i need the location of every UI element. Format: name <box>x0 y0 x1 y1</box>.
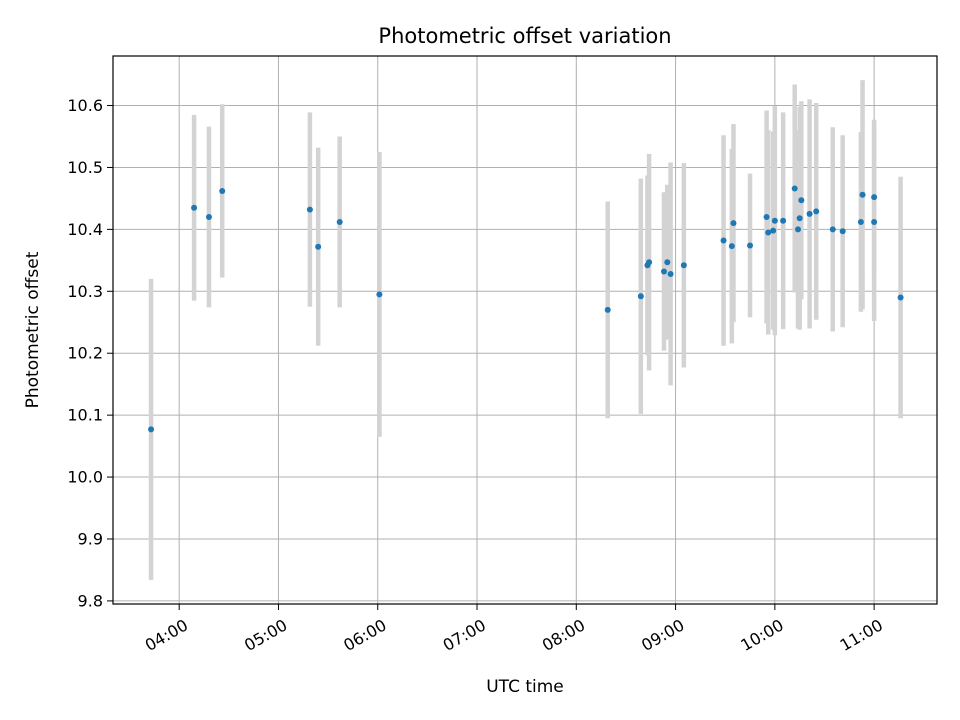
y-tick-label: 10.2 <box>67 344 103 363</box>
data-point <box>871 194 878 201</box>
data-point <box>795 226 802 233</box>
data-point <box>376 291 383 298</box>
data-point <box>813 208 820 215</box>
data-point <box>336 218 343 225</box>
data-point <box>680 262 687 269</box>
y-axis: 9.8 9.9 10.0 10.1 10.2 10.3 10.4 10.5 10.6 <box>67 96 113 610</box>
data-point <box>219 187 226 194</box>
y-tick-label: 10.0 <box>67 468 103 487</box>
data-point <box>857 218 864 225</box>
data-point <box>660 268 667 275</box>
data-point <box>191 204 198 211</box>
x-axis-label: UTC time <box>486 677 564 697</box>
data-point <box>747 242 754 249</box>
data-point <box>765 229 772 236</box>
data-point <box>839 228 846 235</box>
data-point <box>897 294 904 301</box>
data-point <box>205 213 212 220</box>
y-tick-label: 10.1 <box>67 406 103 425</box>
data-point <box>770 227 777 234</box>
data-point <box>664 259 671 266</box>
data-point <box>798 197 805 204</box>
y-tick-label: 10.5 <box>67 158 103 177</box>
data-point <box>148 426 155 433</box>
data-point <box>829 226 836 233</box>
data-points <box>148 185 904 433</box>
data-point <box>667 270 674 277</box>
y-tick-label: 9.9 <box>78 529 103 548</box>
data-point <box>763 213 770 220</box>
data-point <box>806 210 813 217</box>
data-point <box>720 237 727 244</box>
data-point <box>791 185 798 192</box>
data-point <box>646 259 653 266</box>
data-point <box>871 218 878 225</box>
data-point <box>780 217 787 224</box>
chart-title: Photometric offset variation <box>378 24 671 48</box>
data-point <box>637 293 644 300</box>
data-point <box>604 306 611 313</box>
y-tick-label: 10.4 <box>67 220 103 239</box>
data-point <box>728 243 735 250</box>
y-tick-label: 10.6 <box>67 96 103 115</box>
data-point <box>315 243 322 250</box>
data-point <box>771 217 778 224</box>
data-point <box>859 191 866 198</box>
y-axis-label: Photometric offset <box>23 251 43 408</box>
plot-frame <box>112 55 938 605</box>
data-point <box>796 215 803 222</box>
y-tick-label: 9.8 <box>78 591 103 610</box>
y-tick-label: 10.3 <box>67 282 103 301</box>
data-point <box>730 220 737 227</box>
data-point <box>306 206 313 213</box>
